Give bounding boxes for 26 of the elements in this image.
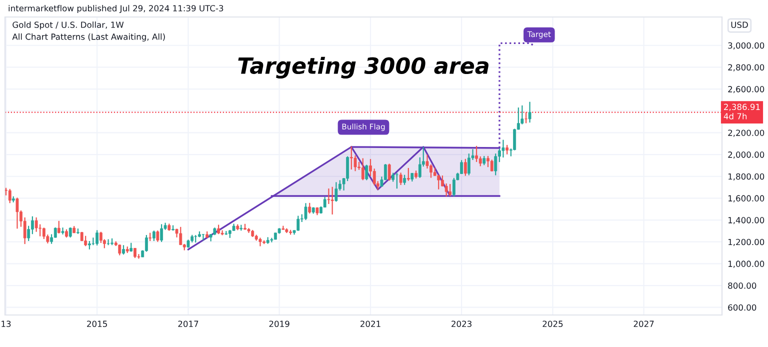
x-tick-label: 13: [2, 320, 11, 328]
text: Gold Spot / U.S. Dollar, 1W: [12, 21, 124, 30]
y-tick-label: 1,000.00: [728, 260, 764, 268]
y-tick-label: 1,400.00: [728, 217, 764, 224]
y-tick-label: 1,800.00: [728, 173, 764, 181]
y-tick-label: 2,200.00: [728, 130, 764, 137]
x-tick-label: 2019: [269, 320, 290, 328]
y-tick-label: 2,000.00: [728, 152, 764, 159]
x-tick-label: 2015: [87, 320, 107, 328]
x-tick-label: 2023: [452, 320, 472, 328]
y-tick-label: 600.00: [728, 304, 756, 311]
x-tick-label: 2021: [360, 320, 380, 328]
y-tick-label: 2,800.00: [728, 64, 764, 72]
y-axis-title: USD: [731, 22, 748, 28]
text: All Chart Patterns (Last Awaiting, All): [12, 33, 165, 42]
ref-line-label: 2,386.91 4d 7h: [724, 104, 760, 120]
text: intermarketflow published Jul 29, 2024 11:39 UTC-3: [8, 4, 224, 14]
y-tick-label: 2,600.00: [728, 86, 764, 94]
y-tick-label: 1,600.00: [728, 195, 764, 202]
y-tick-label: 1,200.00: [728, 238, 764, 246]
annotation: Targeting 3000 area: [238, 56, 488, 78]
y-tick-label: 3,000.00: [728, 42, 764, 50]
x-tick-label: 2027: [634, 320, 654, 328]
x-tick-label: 2017: [178, 320, 198, 328]
x-tick-label: 2025: [542, 320, 563, 328]
y-tick-label: 800.00: [728, 282, 756, 289]
